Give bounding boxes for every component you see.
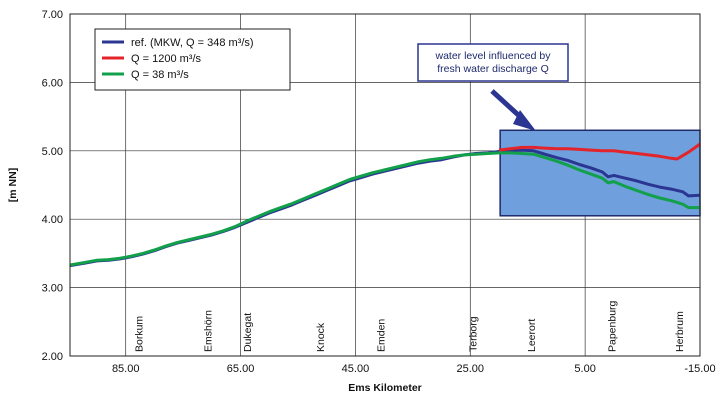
x-tick-label: 5.00 (574, 363, 595, 375)
x-tick-label: 25.00 (457, 363, 485, 375)
annotation-box (417, 43, 569, 82)
x-tick-label: -15.00 (684, 363, 715, 375)
series-line (498, 142, 701, 161)
y-axis-title: [m NN] (7, 168, 19, 202)
x-tick-label: 65.00 (227, 363, 255, 375)
location-label: Herbrum (674, 311, 686, 352)
y-tick-label: 5.00 (42, 146, 63, 158)
x-tick-label: 85.00 (112, 363, 140, 375)
y-tick-label: 6.00 (42, 77, 63, 89)
discharge-influence-region (499, 129, 701, 217)
y-tick-label: 4.00 (42, 214, 63, 226)
annotation-text: fresh water discharge Q (437, 63, 548, 75)
series-layer (69, 142, 701, 268)
y-tick-label: 7.00 (42, 9, 63, 21)
location-label: Borkum (133, 316, 145, 352)
location-label: Terborg (468, 316, 480, 352)
y-tick-label: 2.00 (42, 351, 63, 363)
legend: ref. (MKW, Q = 348 m³/s) Q = 1200 m³/s Q =… (94, 28, 291, 91)
location-label-layer: Borkum Emshörn Dukegat Knock Emden Terborg Lee… (133, 300, 686, 352)
legend-label: Q = 38 m³/s (131, 69, 189, 81)
legend-label: ref. (MKW, Q = 348 m³/s) (131, 37, 254, 49)
location-label: Knock (315, 322, 327, 352)
legend-box (94, 28, 291, 91)
x-tick-label: 45.00 (342, 363, 370, 375)
highlight-layer (499, 129, 701, 217)
plot-area-border (69, 13, 701, 357)
location-label: Leerort (526, 319, 538, 352)
location-label: Dukegat (242, 313, 254, 352)
legend-label: Q = 1200 m³/s (131, 53, 202, 65)
y-tick-label: 3.00 (42, 283, 63, 295)
annotation-arrowhead (513, 110, 536, 131)
x-axis-title: Ems Kilometer (348, 382, 422, 394)
series-line (69, 151, 700, 267)
annotation-text: water level influenced by (435, 50, 552, 62)
tick-label-layer: 2.00 3.00 4.00 5.00 6.00 7.00 85.00 65.00 45.00 2… (42, 9, 716, 375)
location-label: Emden (376, 319, 388, 352)
location-label: Papenburg (607, 300, 619, 352)
location-label: Emshörn (202, 310, 214, 352)
